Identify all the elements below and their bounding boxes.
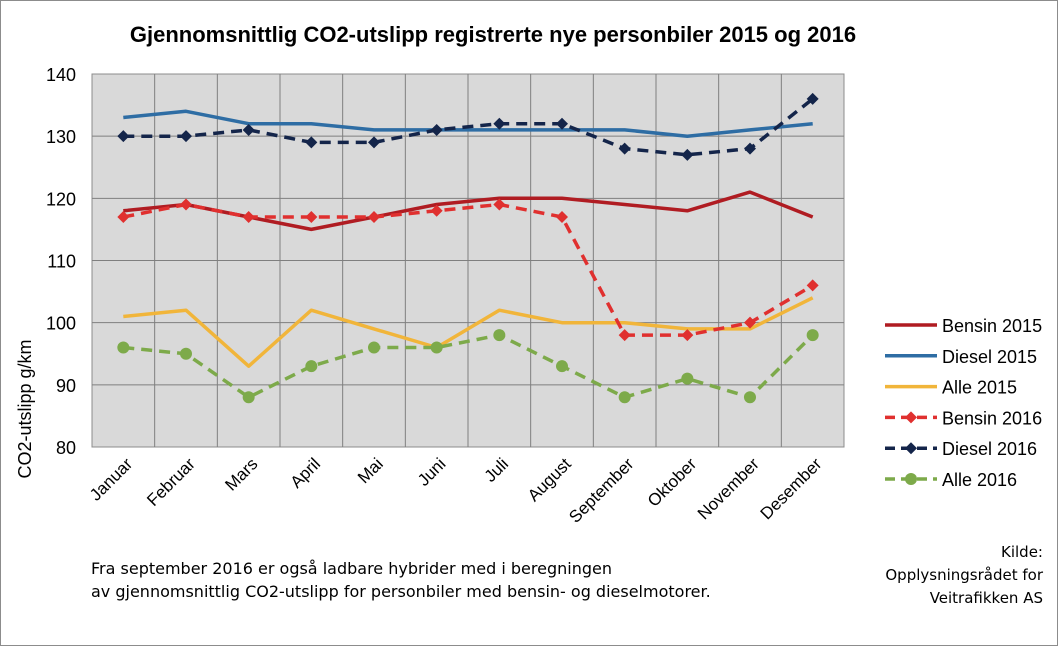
data-point-marker (618, 329, 631, 342)
data-point-marker (305, 210, 318, 223)
series-line (123, 97, 814, 157)
y-tick-label: 80 (56, 438, 76, 458)
data-point-marker (180, 198, 192, 211)
footnote: Fra september 2016 er også ladbare hybri… (91, 557, 711, 603)
chart-title: Gjennomsnittlig CO2-utslipp registrerte … (130, 22, 856, 47)
data-point-marker (493, 117, 506, 130)
series-line (123, 296, 814, 368)
data-point-marker (905, 442, 917, 455)
data-point-marker (180, 347, 192, 360)
legend-label: Bensin 2015 (942, 316, 1042, 336)
footnote-line: Fra september 2016 er også ladbare hybri… (91, 559, 612, 578)
legend-label: Diesel 2015 (942, 347, 1037, 367)
x-tick-label: Juni (414, 454, 449, 489)
gridlines (92, 74, 844, 447)
data-point-marker (430, 204, 443, 217)
legend-item: Diesel 2015 (885, 347, 1037, 367)
source-line: Veitrafikken AS (929, 589, 1043, 607)
data-point-marker (117, 210, 130, 223)
data-point-marker (242, 391, 255, 404)
x-tick-label: September (565, 454, 637, 526)
footnote-line: av gjennomsnittlig CO2-utslipp for perso… (91, 582, 711, 601)
x-tick-label: April (287, 454, 324, 491)
data-point-marker (806, 329, 819, 342)
data-point-marker (430, 341, 443, 354)
data-point-marker (618, 391, 631, 404)
y-tick-label: 120 (46, 189, 76, 209)
legend-label: Diesel 2016 (942, 439, 1037, 459)
data-point-marker (117, 341, 130, 354)
series-group (117, 329, 819, 404)
series-line (123, 109, 813, 138)
x-tick-label: August (524, 454, 575, 505)
data-point-marker (493, 198, 506, 211)
x-tick-label: Juli (481, 454, 512, 485)
series-line (123, 333, 814, 400)
data-point-marker (493, 329, 506, 342)
series-lines (117, 92, 819, 404)
data-point-marker (806, 279, 819, 292)
y-tick-label: 130 (46, 127, 76, 147)
legend-item: Bensin 2015 (885, 316, 1042, 336)
x-tick-label: Januar (86, 454, 136, 504)
data-point-marker (744, 142, 756, 155)
legend-item: Diesel 2016 (885, 439, 1037, 459)
legend-item: Bensin 2016 (885, 408, 1042, 428)
source-line: Opplysningsrådet for (885, 566, 1043, 584)
y-tick-label: 140 (46, 65, 76, 85)
data-point-marker (744, 316, 756, 329)
data-point-marker (556, 210, 568, 223)
data-point-marker (556, 360, 568, 373)
data-point-marker (242, 123, 255, 136)
data-point-marker (618, 142, 631, 155)
data-point-marker (905, 411, 917, 424)
data-point-marker (681, 372, 694, 385)
x-tick-label: Desember (757, 454, 826, 523)
y-tick-label: 90 (56, 376, 76, 396)
source-credit: Kilde: Opplysningsrådet for Veitrafikken… (885, 541, 1043, 610)
data-point-marker (681, 148, 694, 161)
x-tick-label: November (694, 454, 763, 523)
data-point-marker (242, 210, 255, 223)
series-group (123, 296, 814, 368)
legend-item: Alle 2016 (885, 470, 1017, 490)
data-point-marker (905, 473, 917, 485)
data-point-marker (180, 130, 192, 143)
x-axis-ticks: Januar Februar Mars April Mai Juni Juli AugustS… (86, 454, 826, 526)
x-tick-label: Februar (143, 454, 199, 510)
y-axis-ticks: 80 90 100 110 120 130 140 (46, 65, 76, 458)
legend: Bensin 2015 Diesel 2015 Alle 2015 Bensin 20… (885, 316, 1042, 490)
data-point-marker (681, 329, 694, 342)
data-point-marker (744, 391, 756, 404)
x-tick-label: Mai (354, 454, 387, 487)
legend-item: Alle 2015 (885, 378, 1017, 398)
data-point-marker (368, 210, 380, 223)
data-point-marker (368, 136, 380, 149)
data-point-marker (806, 92, 819, 105)
data-point-marker (305, 136, 318, 149)
legend-label: Alle 2016 (942, 470, 1017, 490)
legend-label: Alle 2015 (942, 378, 1017, 398)
data-point-marker (430, 123, 443, 136)
x-tick-label: Oktober (644, 454, 700, 510)
series-group (117, 198, 819, 342)
y-tick-label: 110 (47, 252, 76, 272)
data-point-marker (556, 117, 568, 130)
data-point-marker (305, 360, 318, 373)
data-point-marker (117, 130, 130, 143)
y-tick-label: 100 (46, 314, 76, 334)
series-line (122, 202, 814, 337)
y-axis-label: CO2-utslipp g/km (15, 339, 35, 478)
series-group (123, 109, 813, 138)
data-point-marker (368, 341, 380, 354)
series-group (117, 92, 819, 161)
x-tick-label: Mars (221, 454, 261, 494)
source-line: Kilde: (1001, 543, 1043, 561)
legend-label: Bensin 2016 (942, 408, 1042, 428)
